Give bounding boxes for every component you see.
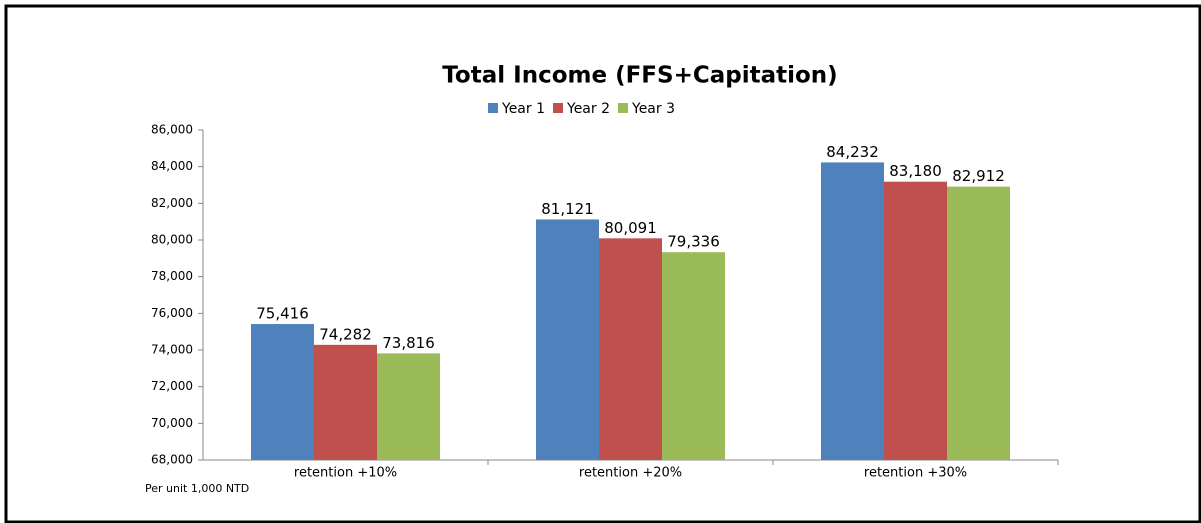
bar	[251, 324, 314, 460]
y-tick-label: 82,000	[151, 196, 193, 210]
y-tick-label: 84,000	[151, 159, 193, 173]
value-label: 74,282	[319, 325, 372, 343]
y-tick-label: 78,000	[151, 269, 193, 283]
value-label: 80,091	[604, 219, 657, 237]
bar	[947, 186, 1010, 460]
y-tick-label: 72,000	[151, 379, 193, 393]
legend-swatch	[618, 103, 628, 113]
legend-swatch	[553, 103, 563, 113]
bar	[536, 219, 599, 460]
y-tick-label: 68,000	[151, 453, 193, 467]
chart-title: Total Income (FFS+Capitation)	[442, 63, 837, 89]
bar	[662, 252, 725, 460]
value-label: 83,180	[889, 162, 942, 180]
legend-label: Year 3	[631, 101, 675, 117]
bar	[377, 353, 440, 460]
y-tick-label: 70,000	[151, 416, 193, 430]
x-tick-label: retention +10%	[294, 466, 397, 481]
value-label: 82,912	[952, 167, 1005, 185]
y-tick-label: 76,000	[151, 306, 193, 320]
bar	[821, 162, 884, 460]
value-label: 73,816	[382, 334, 435, 352]
legend-label: Year 2	[566, 101, 610, 117]
value-label: 79,336	[667, 233, 720, 251]
x-tick-label: retention +30%	[864, 466, 967, 481]
value-label: 84,232	[826, 143, 879, 161]
note: Per unit 1,000 NTD	[145, 482, 249, 495]
bar	[884, 181, 947, 460]
y-tick-label: 86,000	[151, 123, 193, 137]
bar	[314, 344, 377, 460]
value-label: 75,416	[256, 305, 309, 323]
value-label: 81,121	[541, 200, 594, 218]
bar	[599, 238, 662, 460]
y-tick-label: 74,000	[151, 343, 193, 357]
legend-swatch	[488, 103, 498, 113]
y-tick-label: 80,000	[151, 233, 193, 247]
legend-label: Year 1	[501, 101, 545, 117]
x-tick-label: retention +20%	[579, 466, 682, 481]
